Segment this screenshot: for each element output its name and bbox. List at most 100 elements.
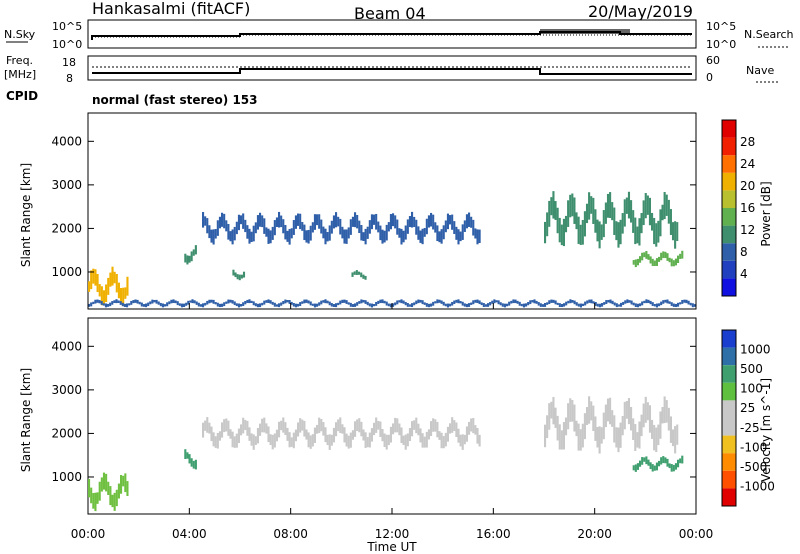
echo-cell: [497, 300, 500, 305]
echo-cell: [470, 216, 473, 228]
echo-cell: [113, 492, 116, 511]
echo-cell: [564, 417, 568, 436]
echo-cell: [609, 397, 612, 425]
echo-cell: [480, 302, 483, 306]
echo-cell: [667, 407, 670, 431]
echo-cell: [639, 256, 642, 263]
echo-cell: [398, 228, 401, 238]
echo-cell: [594, 301, 597, 306]
echo-cell: [271, 301, 274, 305]
echo-cell: [242, 302, 245, 307]
echo-cell: [463, 220, 466, 232]
echo-cell: [184, 253, 187, 263]
power-colorbar: 4 8 12 16 20 24 28: [721, 119, 755, 297]
echo-cell: [647, 254, 650, 260]
echo-cell: [659, 411, 662, 439]
echo-cell: [482, 303, 485, 307]
echo-cell: [619, 422, 622, 448]
echo-cell: [472, 219, 475, 236]
echo-cell: [676, 222, 679, 242]
echo-cell: [271, 226, 274, 240]
echo-cell: [457, 229, 460, 245]
echo-cell: [653, 304, 656, 307]
echo-cell: [641, 457, 644, 465]
power-ylabel: Slant Range [km]: [19, 163, 33, 267]
echo-cell: [679, 302, 682, 305]
velocity-colorbar-tick: 25: [740, 401, 755, 415]
echo-cell: [583, 211, 586, 237]
echo-cell: [672, 260, 675, 267]
echo-cell: [677, 302, 680, 307]
echo-cell: [360, 299, 363, 304]
echo-cell: [434, 222, 437, 233]
echo-cell: [180, 303, 183, 308]
echo-cell: [335, 303, 338, 308]
velocity-colorbar-swatch: [722, 435, 736, 454]
echo-cell: [598, 303, 601, 308]
echo-cell: [354, 212, 357, 228]
echo-cell: [672, 464, 675, 472]
echo-cell: [122, 475, 125, 487]
echo-cell: [624, 300, 627, 304]
echo-cell: [377, 300, 380, 304]
echo-cell: [459, 231, 462, 242]
echo-cell: [438, 431, 441, 440]
echo-cell: [242, 213, 245, 229]
echo-cell: [573, 300, 576, 305]
echo-cell: [459, 434, 462, 447]
echo-cell: [105, 284, 108, 303]
echo-cell: [461, 434, 464, 450]
echo-cell: [330, 303, 333, 307]
echo-cell: [508, 301, 511, 306]
echo-cell: [598, 221, 601, 249]
echo-cell: [360, 272, 363, 278]
echo-cell: [124, 473, 127, 493]
velocity-colorbar-tick: 100: [740, 382, 763, 396]
echo-cell: [358, 220, 361, 234]
echo-cell: [489, 302, 492, 306]
date-title: 20/May/2019: [588, 2, 693, 21]
echo-cell: [238, 274, 241, 281]
echo-cell: [269, 434, 272, 446]
echo-cell: [332, 427, 335, 443]
echo-cell: [646, 402, 649, 421]
echo-cell: [590, 299, 593, 304]
echo-cell: [155, 299, 158, 304]
echo-cell: [322, 422, 325, 436]
echo-cell: [685, 299, 688, 304]
echo-cell: [94, 299, 97, 304]
echo-cell: [394, 417, 397, 433]
echo-cell: [351, 272, 354, 277]
echo-cell: [117, 282, 120, 299]
echo-cell: [674, 426, 677, 454]
power-panel: 1000 2000 3000 4000 Slant Range [km]: [19, 112, 697, 310]
echo-cell: [341, 226, 344, 239]
echo-cell: [383, 230, 386, 243]
beam-title: Beam 04: [354, 4, 426, 23]
echo-cell: [564, 215, 568, 233]
echo-cell: [630, 300, 633, 305]
echo-cell: [592, 301, 595, 304]
echo-cell: [522, 303, 525, 308]
echo-cell: [375, 417, 378, 433]
echo-cell: [134, 299, 137, 303]
echo-cell: [404, 301, 407, 306]
echo-cell: [632, 418, 635, 440]
echo-cell: [421, 433, 424, 448]
echo-cell: [632, 302, 635, 306]
echo-cell: [552, 397, 555, 425]
y-tick-label: 4000: [51, 134, 82, 148]
echo-cell: [151, 299, 154, 304]
echo-cell: [313, 303, 316, 308]
echo-cell: [476, 299, 479, 304]
echo-cell: [100, 301, 103, 305]
echo-cell: [383, 300, 386, 304]
power-colorbar-label: Power [dB]: [759, 181, 773, 246]
echo-cell: [451, 417, 454, 433]
echo-cell: [438, 231, 441, 243]
echo-cell: [383, 433, 386, 448]
echo-cell: [537, 302, 540, 306]
echo-cell: [658, 460, 661, 467]
echo-cell: [617, 222, 620, 248]
echo-cell: [668, 301, 671, 304]
